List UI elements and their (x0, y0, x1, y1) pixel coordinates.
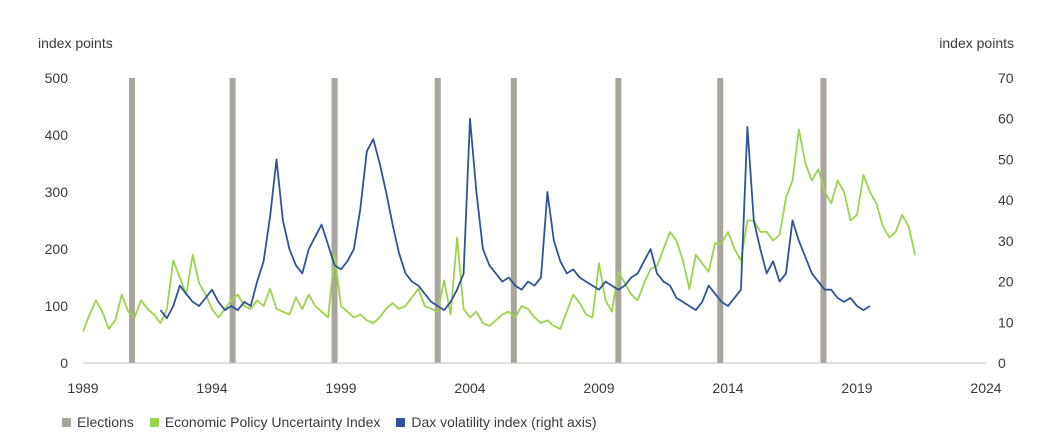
legend-item-elections: Elections (62, 414, 134, 430)
vdax-swatch (396, 417, 406, 427)
right-tick-label: 10 (998, 314, 1014, 330)
legend: Elections Economic Policy Uncertainty In… (62, 414, 613, 430)
legend-label-epu: Economic Policy Uncertainty Index (164, 414, 381, 430)
left-tick-label: 300 (45, 184, 69, 200)
left-tick-label: 400 (45, 127, 69, 143)
x-tick-label: 2024 (970, 380, 1001, 396)
right-tick-label: 30 (998, 233, 1014, 249)
right-tick-label: 20 (998, 274, 1014, 290)
election-bar (717, 78, 724, 363)
election-bar (510, 78, 517, 363)
x-tick-label: 1989 (67, 380, 98, 396)
legend-label-elections: Elections (77, 414, 134, 430)
x-tick-label: 2014 (712, 380, 743, 396)
left-tick-label: 100 (45, 298, 69, 314)
x-tick-label: 2009 (583, 380, 614, 396)
elections-swatch (62, 417, 71, 427)
elections-layer (129, 78, 827, 363)
x-tick-label: 1994 (196, 380, 227, 396)
election-bar (820, 78, 827, 363)
right-tick-label: 50 (998, 151, 1014, 167)
right-tick-label: 70 (998, 70, 1014, 86)
x-tick-label: 2004 (454, 380, 485, 396)
chart: index points index points 50040030020010… (38, 35, 1014, 396)
right-ticks: 70 60 50 40 30 20 10 0 (998, 70, 1014, 371)
left-tick-label: 500 (45, 70, 69, 86)
election-bar (129, 78, 136, 363)
election-bar (229, 78, 236, 363)
x-tick-label: 2019 (841, 380, 872, 396)
legend-item-vdax: Dax volatility index (right axis) (396, 414, 597, 430)
election-bar (434, 78, 441, 363)
election-bar (331, 78, 338, 363)
epu-swatch (149, 417, 159, 427)
left-tick-label: 0 (60, 355, 68, 371)
left-tick-label: 200 (45, 241, 69, 257)
legend-label-vdax: Dax volatility index (right axis) (411, 414, 597, 430)
left-ticks: 500 400 300 200 100 0 (45, 70, 69, 371)
epu-line (82, 128, 916, 332)
x-tick-label: 1999 (325, 380, 356, 396)
right-tick-label: 60 (998, 111, 1014, 127)
legend-item-epu: Economic Policy Uncertainty Index (149, 414, 381, 430)
election-bar (615, 78, 622, 363)
right-tick-label: 40 (998, 192, 1014, 208)
series-layer (82, 117, 916, 332)
right-axis-unit: index points (939, 35, 1014, 51)
left-axis-unit: index points (38, 35, 113, 51)
right-tick-label: 0 (998, 355, 1006, 371)
x-ticks: 1989 1994 1999 2004 2009 2014 2019 2024 (67, 380, 1001, 396)
dax-volatility-line (159, 117, 871, 320)
